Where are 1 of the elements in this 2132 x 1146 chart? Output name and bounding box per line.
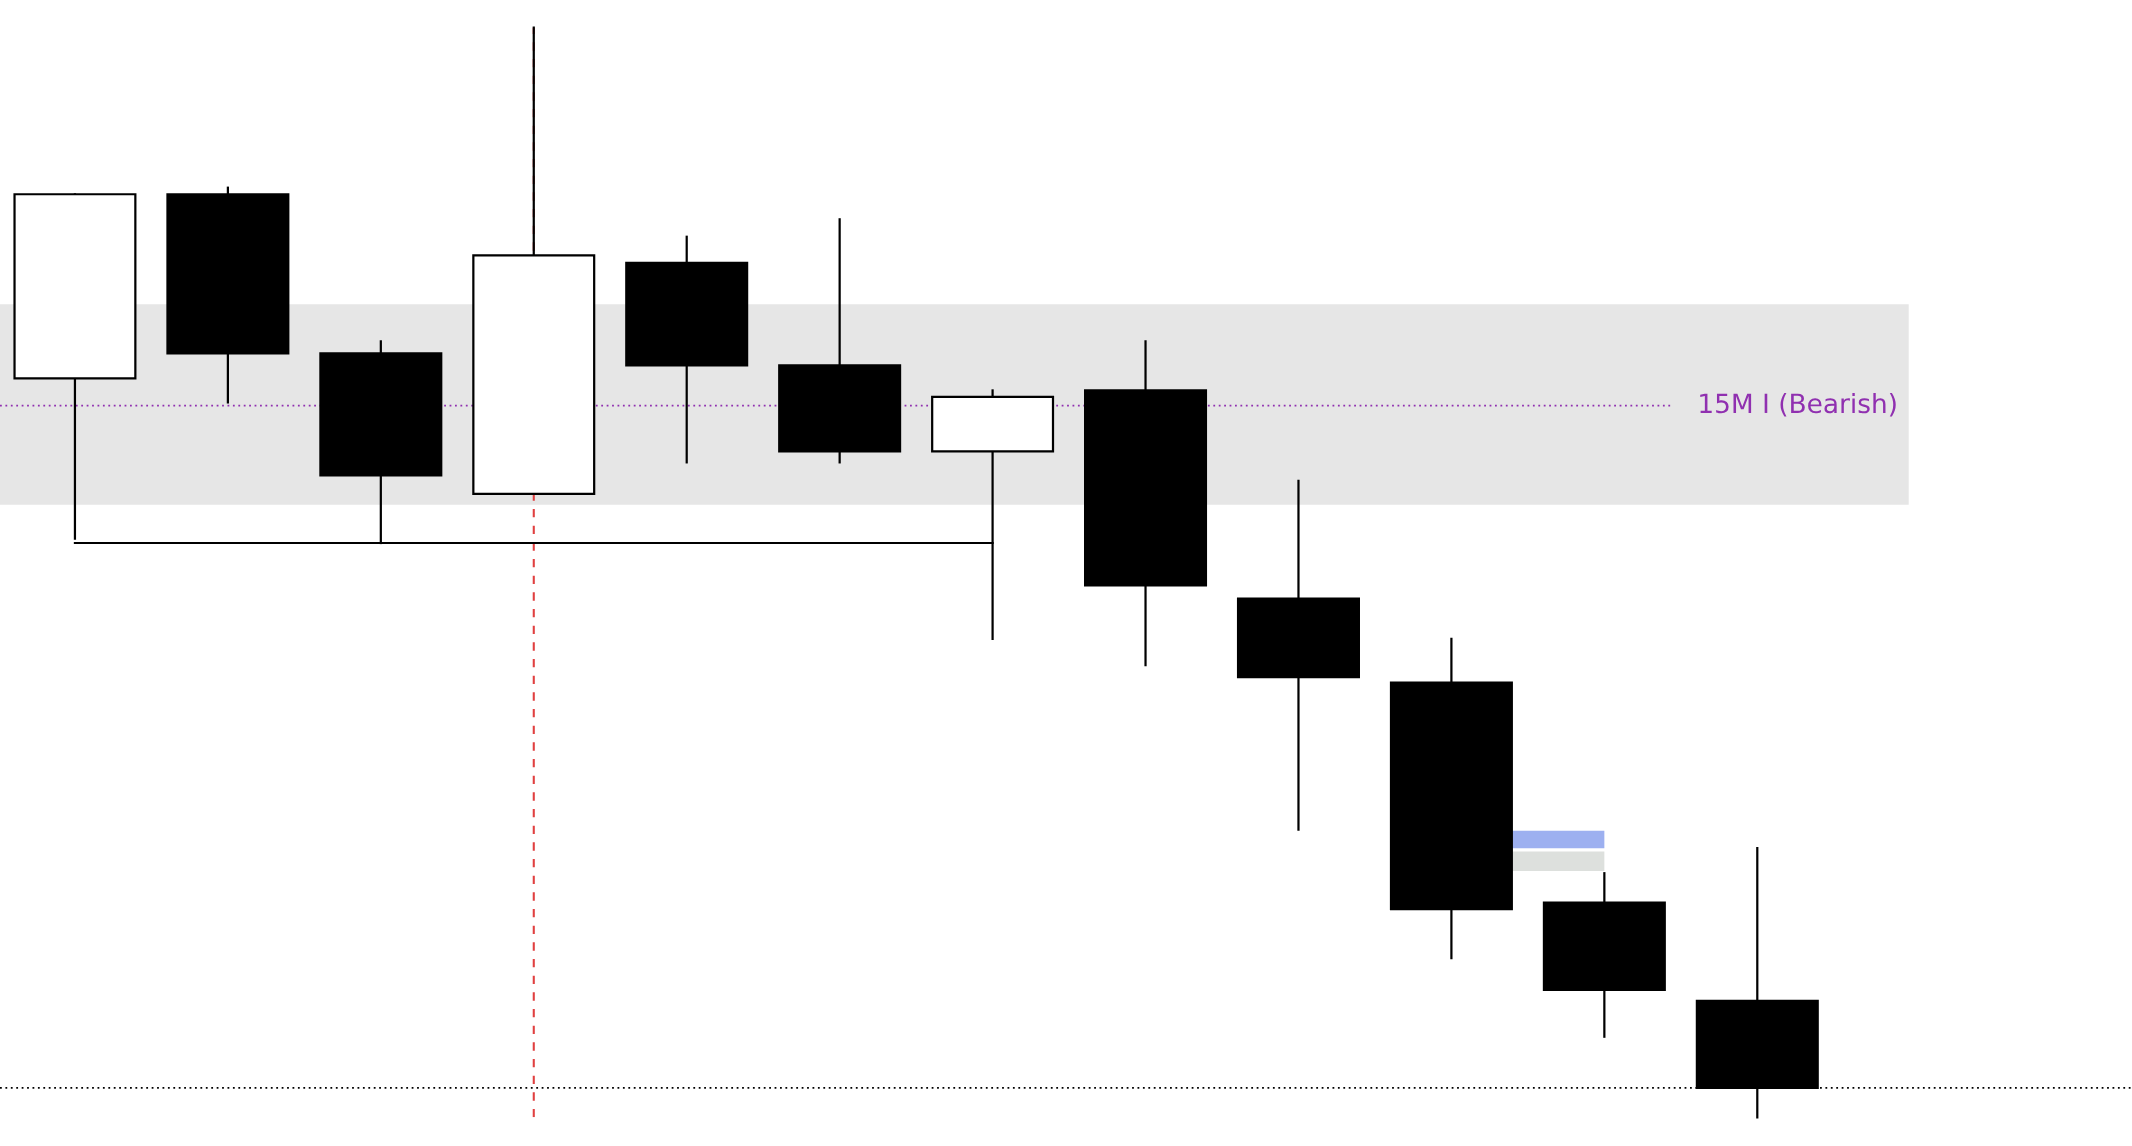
ref-line-label: 15M I (Bearish)	[1700, 392, 1896, 417]
